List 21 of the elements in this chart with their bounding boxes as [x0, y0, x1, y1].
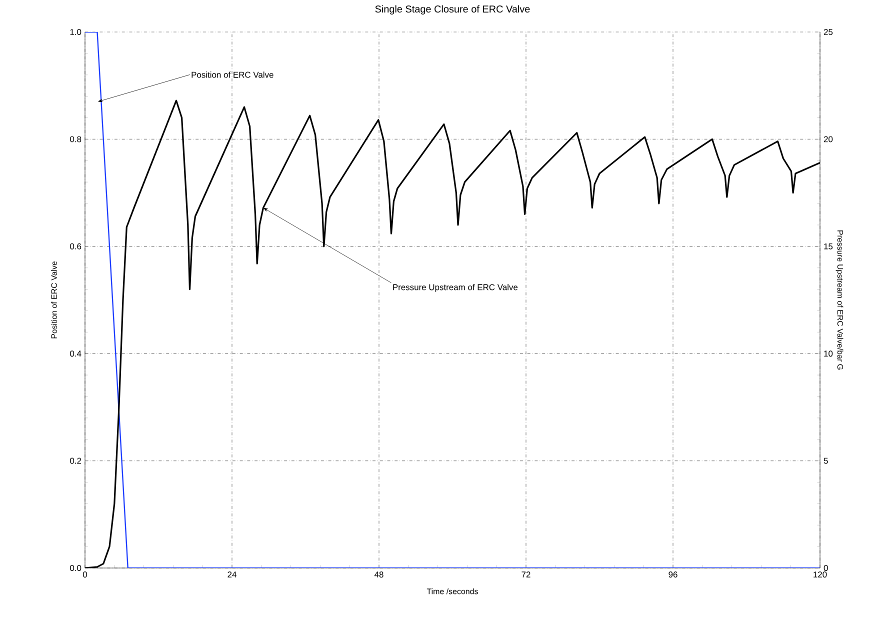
- x-tick-label: 72: [522, 572, 530, 578]
- y-tick-label: 0.6: [70, 243, 82, 250]
- y-tick-label: 0.4: [70, 350, 82, 357]
- y-tick-label: 1.0: [70, 29, 82, 35]
- y2-tick-label: 10: [824, 350, 833, 357]
- y2-tick-label: 15: [824, 243, 833, 250]
- y-tick-label: 0.2: [70, 458, 82, 464]
- y2-tick-label: 20: [824, 136, 833, 142]
- y2-tick-label: 5: [824, 458, 828, 464]
- y-tick-label: 0.0: [70, 565, 82, 571]
- annotation: Position of ERC Valve: [192, 72, 274, 78]
- x-tick-label: 24: [228, 572, 236, 578]
- x-tick-label: 120: [814, 572, 827, 578]
- x-tick-label: 0: [82, 572, 88, 578]
- annotation: Pressure Upstream of ERC Valve: [393, 284, 518, 292]
- y2-tick-label: 25: [824, 29, 833, 35]
- x-tick-label: 48: [374, 572, 384, 578]
- chart-title: Single Stage Closure of ERC Valve: [375, 5, 530, 15]
- y-tick-label: 0.8: [70, 136, 82, 142]
- y2-tick-label: 0: [824, 565, 828, 571]
- x-tick-label: 96: [668, 572, 678, 578]
